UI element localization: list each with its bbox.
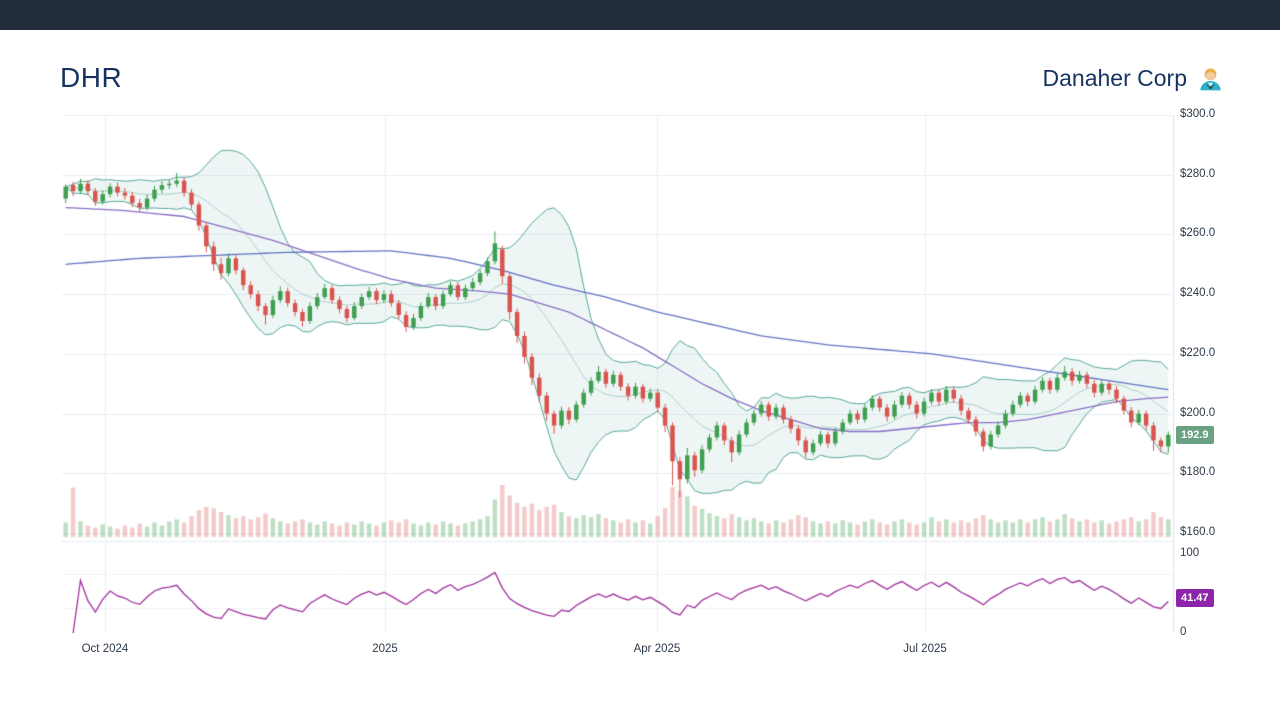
doctor-emoji-icon	[1197, 65, 1224, 92]
chart-header: DHR Danaher Corp	[60, 56, 1224, 100]
stock-symbol: DHR	[60, 62, 123, 93]
company-title: Danaher Corp	[1043, 65, 1224, 92]
company-name: Danaher Corp	[1042, 64, 1187, 91]
